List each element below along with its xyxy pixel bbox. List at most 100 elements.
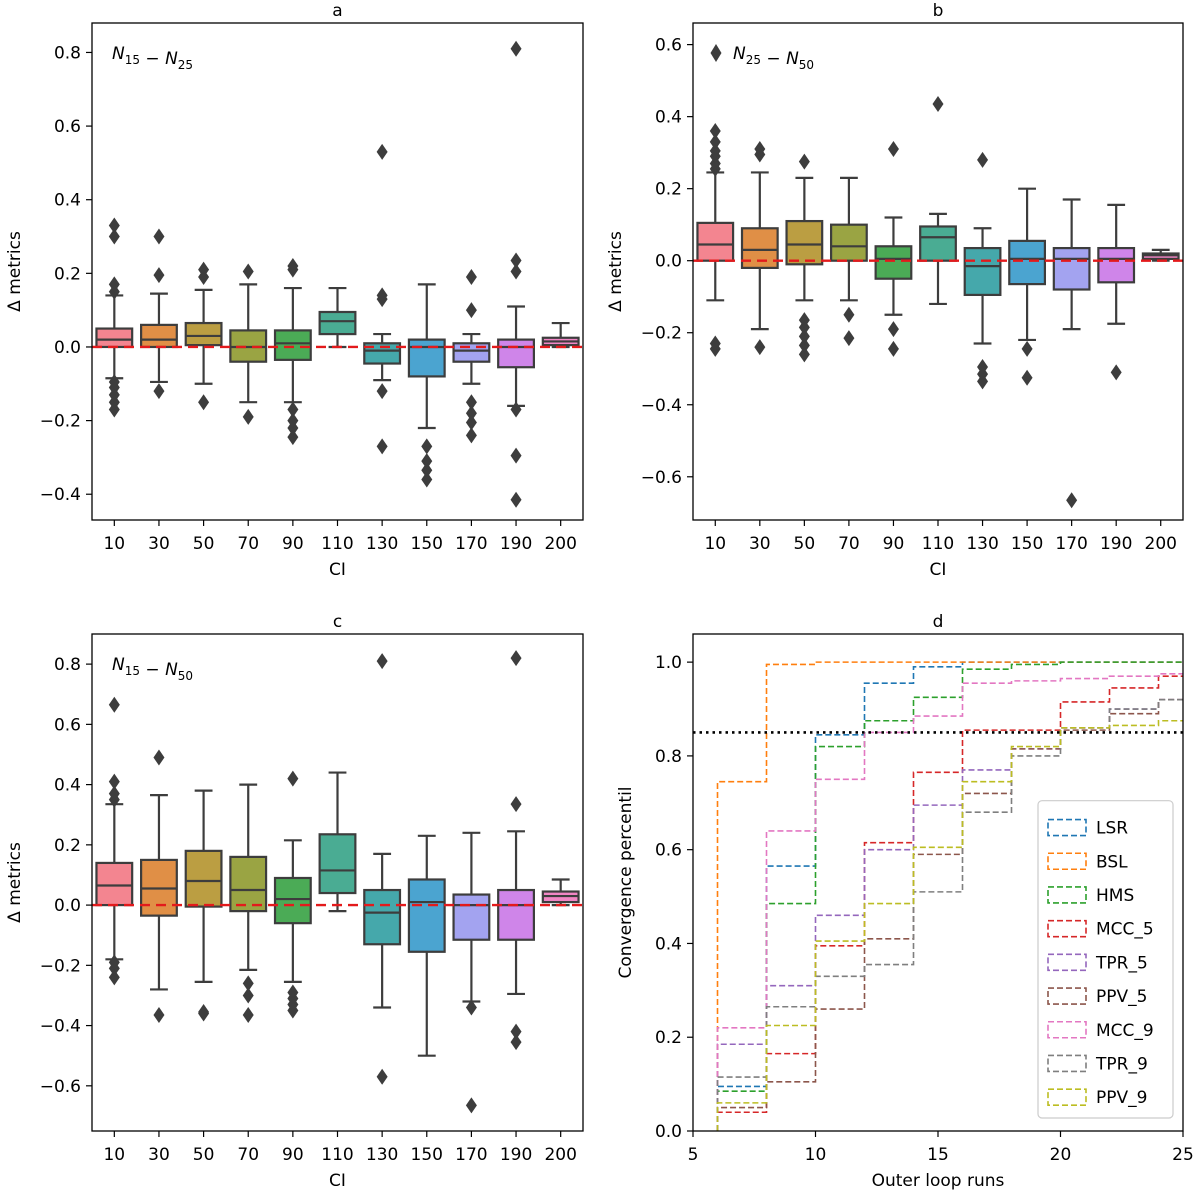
outlier-point [242, 263, 254, 280]
y-axis-label: Δ metrics [606, 231, 626, 312]
box-body [273, 876, 312, 925]
box-body [184, 849, 223, 908]
x-tick-label: 150 [411, 534, 443, 554]
box-body [273, 329, 312, 361]
box-a-170 [452, 269, 491, 444]
panel-annotation: N25 − N50 [733, 44, 814, 72]
outlier-point [376, 438, 388, 455]
outlier-point [242, 975, 254, 992]
box-b-10 [696, 123, 735, 357]
x-tick-label: 30 [749, 534, 771, 554]
outlier-point [932, 96, 944, 113]
legend: LSR BSL HMS MCC_5 TPR_5 PPV_5 MCC_9 TPR_9 PPV_9 [1037, 800, 1174, 1119]
y-tick-label: 0.2 [54, 264, 81, 284]
outlier-point [887, 340, 899, 357]
outlier-point [242, 1007, 254, 1024]
box-body [318, 310, 357, 336]
x-axis-label: CI [329, 560, 346, 580]
outlier-point [376, 143, 388, 160]
outlier-point [465, 414, 477, 431]
panel-a: −0.4 −0.2 0.0 0.2 0.4 0.6 0.8 10 30 50 70 90 110 130 1… [5, 1, 584, 580]
box-b-190 [1097, 203, 1136, 381]
outlier-point [510, 796, 522, 813]
outlier-point [153, 228, 165, 245]
outlier-point [709, 123, 721, 140]
box-c-30 [140, 749, 178, 1024]
box-body [140, 323, 178, 349]
outlier-point [198, 394, 210, 411]
legend-outlier-marker [710, 44, 722, 62]
panel-title: a [332, 1, 342, 21]
panel-title: d [933, 612, 944, 632]
outlier-point [376, 383, 388, 400]
y-tick-label: 0.8 [655, 747, 682, 767]
outlier-point [153, 383, 165, 400]
outlier-point [287, 412, 299, 429]
box-c-150 [407, 834, 446, 1057]
box-a-90 [273, 257, 312, 446]
box-b-90 [874, 141, 913, 357]
x-tick-label: 190 [500, 534, 532, 554]
outlier-point [887, 321, 899, 338]
outlier-point [510, 491, 522, 508]
x-tick-label: 190 [1100, 534, 1132, 554]
y-axis-label: Convergence percentil [616, 786, 636, 978]
outlier-point [198, 261, 210, 278]
box-body [318, 833, 357, 895]
panel-annotation: N15 − N25 [112, 44, 193, 72]
box-a-50 [184, 261, 223, 411]
x-tick-label: 170 [455, 1145, 487, 1165]
outlier-point [709, 133, 721, 150]
legend-swatch [1047, 987, 1087, 1005]
box-body [1008, 239, 1047, 286]
x-tick-label: 150 [1011, 534, 1043, 554]
legend-label: BSL [1096, 852, 1128, 872]
outlier-point [510, 263, 522, 280]
x-tick-label: 50 [193, 1145, 215, 1165]
x-tick-label: 170 [455, 534, 487, 554]
box-body [184, 321, 223, 347]
legend-label: HMS [1096, 886, 1134, 906]
outlier-point [798, 346, 810, 363]
x-tick-label: 90 [282, 534, 304, 554]
x-tick-label: 110 [321, 1145, 353, 1165]
box-body [1052, 246, 1091, 291]
outlier-point [287, 984, 299, 1001]
x-tick-label: 50 [794, 534, 816, 554]
box-body [829, 223, 868, 262]
y-tick-label: −0.6 [641, 468, 682, 488]
outlier-point [465, 999, 477, 1016]
y-tick-label: −0.6 [40, 1077, 81, 1097]
x-tick-label: 30 [148, 1145, 170, 1165]
outlier-point [798, 337, 810, 354]
box-a-190 [497, 40, 536, 508]
box-b-130 [963, 151, 1002, 390]
x-tick-label: 30 [148, 534, 170, 554]
outlier-point [421, 453, 433, 470]
outlier-point [465, 269, 477, 286]
panel-b: −0.6 −0.4 −0.2 0.0 0.2 0.4 0.6 10 30 50 70 90 110 130… [606, 1, 1184, 580]
box-b-70 [829, 176, 868, 347]
box-body [1097, 246, 1136, 284]
x-tick-label: 200 [544, 1145, 576, 1165]
box-a-200 [541, 321, 580, 349]
outlier-point [977, 358, 989, 375]
x-tick-label: 10 [103, 534, 125, 554]
outlier-point [465, 1097, 477, 1114]
y-tick-label: −0.2 [40, 956, 81, 976]
legend-swatch [1047, 818, 1087, 837]
outlier-point [287, 257, 299, 274]
box-b-200 [1141, 248, 1180, 262]
outlier-point [709, 335, 721, 352]
legend-swatch [1047, 919, 1087, 938]
outlier-point [510, 1034, 522, 1051]
box-body [407, 338, 446, 378]
x-tick-label: 90 [883, 534, 905, 554]
box-body [95, 327, 134, 349]
y-tick-label: 0.4 [54, 191, 81, 211]
box-body [363, 888, 402, 946]
outlier-point [798, 153, 810, 170]
x-axis-label: CI [930, 560, 947, 580]
y-tick-label: 0.6 [54, 117, 81, 137]
legend-swatch [1047, 1088, 1087, 1106]
